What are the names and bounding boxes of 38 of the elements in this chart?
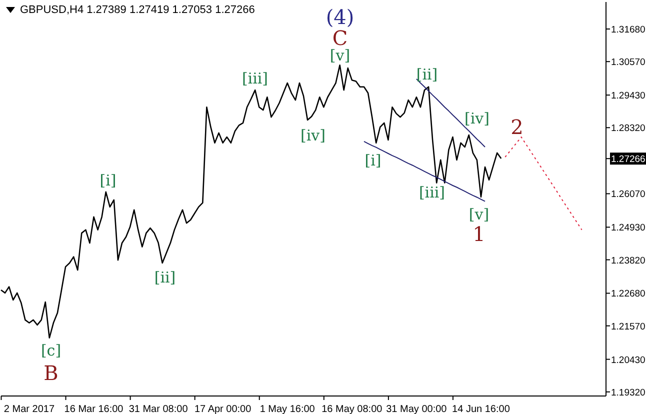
y-tick-label: 1.29430 [611, 90, 646, 102]
annotation: [v] [468, 205, 490, 224]
annotation: [iii] [242, 69, 268, 88]
x-tick-label: 31 Mar 08:00 [128, 404, 188, 414]
annotation: 2 [510, 115, 524, 139]
y-tick-label: 1.27266 [611, 154, 646, 166]
x-tick-label: 2 Mar 2017 [4, 404, 55, 414]
annotation: [ii] [154, 268, 176, 286]
y-tick-label: 1.22680 [611, 288, 646, 300]
y-tick-label: 1.24930 [611, 222, 646, 234]
line-series [364, 140, 486, 202]
x-tick-label: 17 Apr 00:00 [194, 404, 252, 414]
annotation: [ii] [416, 65, 438, 84]
y-tick-label: 1.31680 [611, 24, 646, 36]
y-tick-label: 1.28320 [611, 123, 646, 134]
y-tick-label: 1.20430 [611, 354, 646, 366]
y-tick-label: 1.19320 [611, 387, 646, 398]
y-tick-label: 1.21570 [611, 321, 646, 332]
x-tick-label: 16 May 08:00 [322, 404, 383, 414]
chart-title: GBPUSD,H4 1.27389 1.27419 1.27053 1.27266 [20, 4, 255, 16]
x-tick-label: 16 Mar 16:00 [64, 404, 124, 414]
annotation: [i] [100, 171, 116, 190]
annotation: 1 [472, 222, 486, 246]
x-tick-label: 14 Jun 16:00 [452, 404, 510, 414]
annotation: [i] [364, 151, 382, 170]
annotation: (4) [326, 5, 354, 29]
annotation: [iv] [300, 126, 326, 144]
x-tick-label: 31 May 00:00 [386, 404, 448, 414]
y-tick-label: 1.26070 [611, 189, 646, 200]
y-tick-label: 1.30570 [611, 57, 646, 68]
annotation: [iv] [464, 109, 490, 128]
line-series [0, 64, 502, 339]
x-tick-label: 1 May 16:00 [260, 404, 316, 414]
annotation: [iii] [418, 183, 446, 202]
line-series [504, 136, 582, 230]
annotation: B [44, 361, 58, 385]
y-tick-label: 1.23820 [611, 255, 646, 266]
annotation: [c] [40, 341, 62, 360]
